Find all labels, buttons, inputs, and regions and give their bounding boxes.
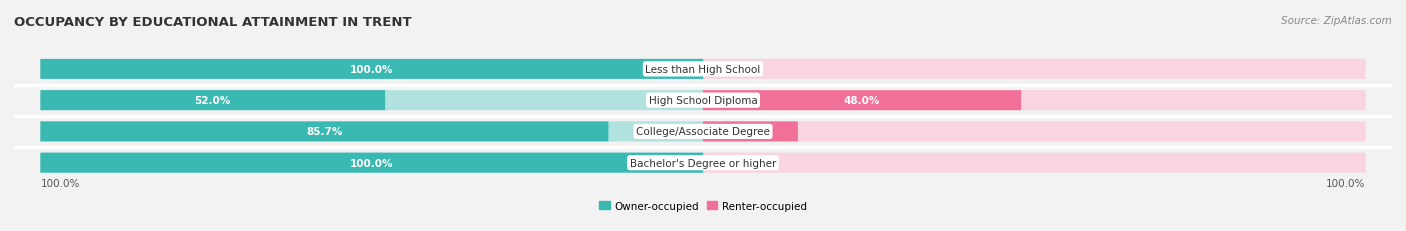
Text: Source: ZipAtlas.com: Source: ZipAtlas.com [1281,16,1392,26]
FancyBboxPatch shape [41,153,703,173]
Text: 48.0%: 48.0% [844,96,880,106]
Text: Bachelor's Degree or higher: Bachelor's Degree or higher [630,158,776,168]
FancyBboxPatch shape [41,122,1365,142]
FancyBboxPatch shape [703,153,1365,173]
Text: College/Associate Degree: College/Associate Degree [636,127,770,137]
FancyBboxPatch shape [41,153,1365,173]
FancyBboxPatch shape [703,91,1021,111]
Text: OCCUPANCY BY EDUCATIONAL ATTAINMENT IN TRENT: OCCUPANCY BY EDUCATIONAL ATTAINMENT IN T… [14,16,412,29]
FancyBboxPatch shape [703,60,1365,79]
Text: 85.7%: 85.7% [307,127,343,137]
FancyBboxPatch shape [41,60,1365,79]
Text: 100.0%: 100.0% [41,179,80,188]
FancyBboxPatch shape [703,122,1365,142]
FancyBboxPatch shape [703,91,1365,111]
Text: 52.0%: 52.0% [194,96,231,106]
Legend: Owner-occupied, Renter-occupied: Owner-occupied, Renter-occupied [599,201,807,211]
FancyBboxPatch shape [703,122,797,142]
FancyBboxPatch shape [41,60,703,79]
FancyBboxPatch shape [41,153,703,173]
Text: 100.0%: 100.0% [350,158,394,168]
Text: High School Diploma: High School Diploma [648,96,758,106]
FancyBboxPatch shape [41,91,385,111]
FancyBboxPatch shape [41,91,703,111]
Text: 14.3%: 14.3% [733,127,769,137]
Text: 0.0%: 0.0% [716,65,742,75]
Text: 100.0%: 100.0% [350,65,394,75]
Text: 0.0%: 0.0% [716,158,742,168]
Text: 100.0%: 100.0% [1326,179,1365,188]
FancyBboxPatch shape [41,122,609,142]
FancyBboxPatch shape [41,122,703,142]
FancyBboxPatch shape [41,91,1365,111]
Text: Less than High School: Less than High School [645,65,761,75]
FancyBboxPatch shape [41,60,703,79]
